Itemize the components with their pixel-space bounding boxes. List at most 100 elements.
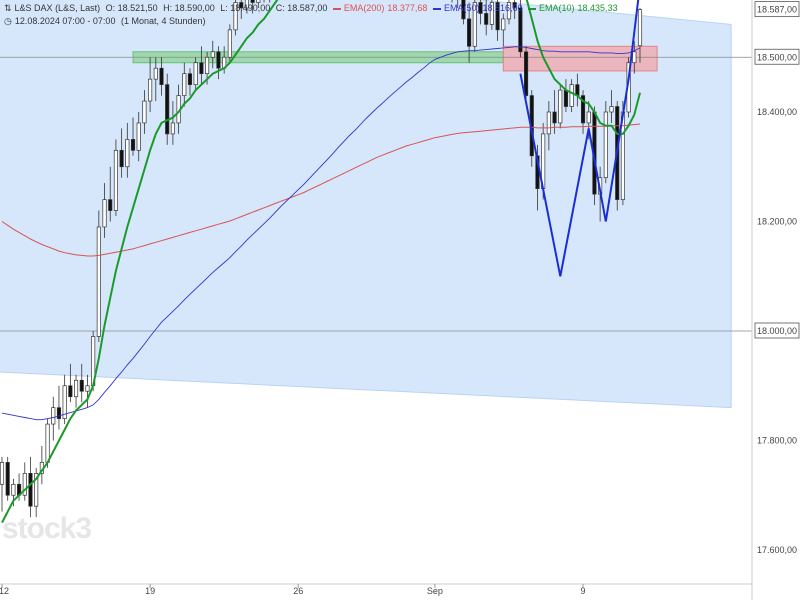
- candle: [524, 46, 529, 102]
- candle-body: [552, 111, 557, 124]
- candle: [28, 456, 33, 518]
- ema200-value: 18.377,68: [387, 3, 428, 13]
- candle: [552, 90, 557, 134]
- ema50-line: [1, 46, 641, 421]
- ema50-value: 18.516,60: [482, 3, 523, 13]
- candle: [478, 0, 483, 25]
- candle: [51, 396, 56, 441]
- instrument-name: L&S DAX (L&S, Last): [14, 3, 101, 13]
- chart-subheader: ◷ 12.08.2024 07:00 - 07:00 (1 Monat, 4 St…: [4, 16, 209, 27]
- candle: [136, 112, 141, 162]
- y-tick-box: [754, 322, 800, 339]
- clock-icon: ◷: [4, 16, 12, 26]
- ema200-label[interactable]: EMA(200): [343, 3, 385, 13]
- candle-body: [563, 89, 569, 107]
- ema10-label[interactable]: EMA(10): [539, 3, 575, 13]
- ema10-value: 18.435,33: [577, 3, 618, 13]
- candle-body: [159, 67, 164, 85]
- candle-body: [506, 2, 512, 20]
- candle-body: [187, 73, 193, 85]
- ema50-swatch: [432, 7, 441, 10]
- candle-body: [501, 18, 506, 31]
- candle: [130, 117, 136, 156]
- candle: [210, 40, 215, 69]
- y-tick-label: 18.000,00: [757, 326, 797, 336]
- candle: [489, 0, 494, 30]
- candle-body: [193, 62, 198, 85]
- candle-body: [28, 473, 33, 507]
- candle: [227, 24, 232, 63]
- candle-body: [22, 473, 27, 496]
- candle-body: [512, 2, 517, 9]
- candle-body: [472, 2, 477, 47]
- chart-header: ⇅ L&S DAX (L&S, Last) O: 18.521,50 H: 18.…: [4, 3, 621, 14]
- ema10-line: [1, 0, 641, 524]
- candle-body: [125, 139, 130, 168]
- candle-body: [153, 67, 158, 80]
- candle: [546, 101, 551, 151]
- close-value: C: 18.587,00: [275, 3, 328, 13]
- candle-body: [182, 73, 187, 96]
- ema10-swatch: [528, 7, 537, 10]
- candle-body: [478, 2, 483, 14]
- candle: [495, 0, 500, 41]
- candle: [39, 445, 44, 485]
- candle-body: [11, 483, 16, 496]
- ema-layer: [1, 0, 641, 524]
- channel-layer: [0, 0, 732, 409]
- x-tick-label: Sep: [427, 586, 443, 596]
- y-tick-label: 18.200,00: [757, 217, 797, 227]
- candle: [472, 0, 477, 52]
- candle-body: [558, 89, 563, 124]
- candle: [153, 57, 158, 102]
- candle-body: [250, 0, 255, 3]
- x-tick-label: 9: [581, 586, 586, 596]
- candle-body: [102, 199, 107, 228]
- candle: [73, 374, 79, 408]
- candle-body: [518, 7, 523, 53]
- candle-body: [73, 379, 79, 398]
- candle-body: [165, 84, 170, 135]
- y-tick-label: 18.500,00: [757, 52, 797, 62]
- watermark-logo: stock3: [2, 512, 92, 545]
- interval: (1 Monat, 4 Stunden): [120, 16, 206, 26]
- candle: [256, 0, 261, 8]
- candle-body: [546, 111, 551, 135]
- candle-body: [62, 385, 67, 419]
- ema200-line: [1, 123, 641, 257]
- candle: [637, 7, 643, 63]
- candle-body: [580, 95, 586, 124]
- candle-body: [495, 2, 500, 31]
- candle-body: [130, 139, 136, 151]
- ema50-label[interactable]: EMA(50): [443, 3, 480, 13]
- candle-body: [524, 51, 529, 96]
- candle-body: [5, 462, 10, 496]
- candle-body: [569, 84, 574, 107]
- candle: [56, 385, 62, 430]
- candle: [165, 73, 170, 145]
- candle-body: [85, 385, 90, 392]
- candle-body: [637, 9, 643, 47]
- candle-body: [68, 385, 73, 398]
- candle: [142, 90, 147, 134]
- candle: [193, 57, 198, 91]
- x-tick-label: 19: [145, 586, 155, 596]
- candle: [501, 13, 506, 47]
- candle-body: [205, 56, 210, 75]
- candle: [506, 0, 512, 25]
- candle: [512, 0, 517, 19]
- candle: [558, 84, 563, 129]
- candle: [5, 456, 10, 501]
- candle: [199, 46, 204, 85]
- pattern-arrow-layer: [519, 0, 640, 277]
- candle-body: [256, 0, 261, 3]
- low-value: L: 18.490,00: [220, 3, 271, 13]
- candle-body: [51, 407, 56, 425]
- y-tick-label: 17.600,00: [757, 545, 797, 555]
- candles-layer: [0, 0, 643, 518]
- candle: [182, 62, 187, 107]
- y-tick-box: [754, 1, 800, 18]
- candle: [68, 363, 73, 403]
